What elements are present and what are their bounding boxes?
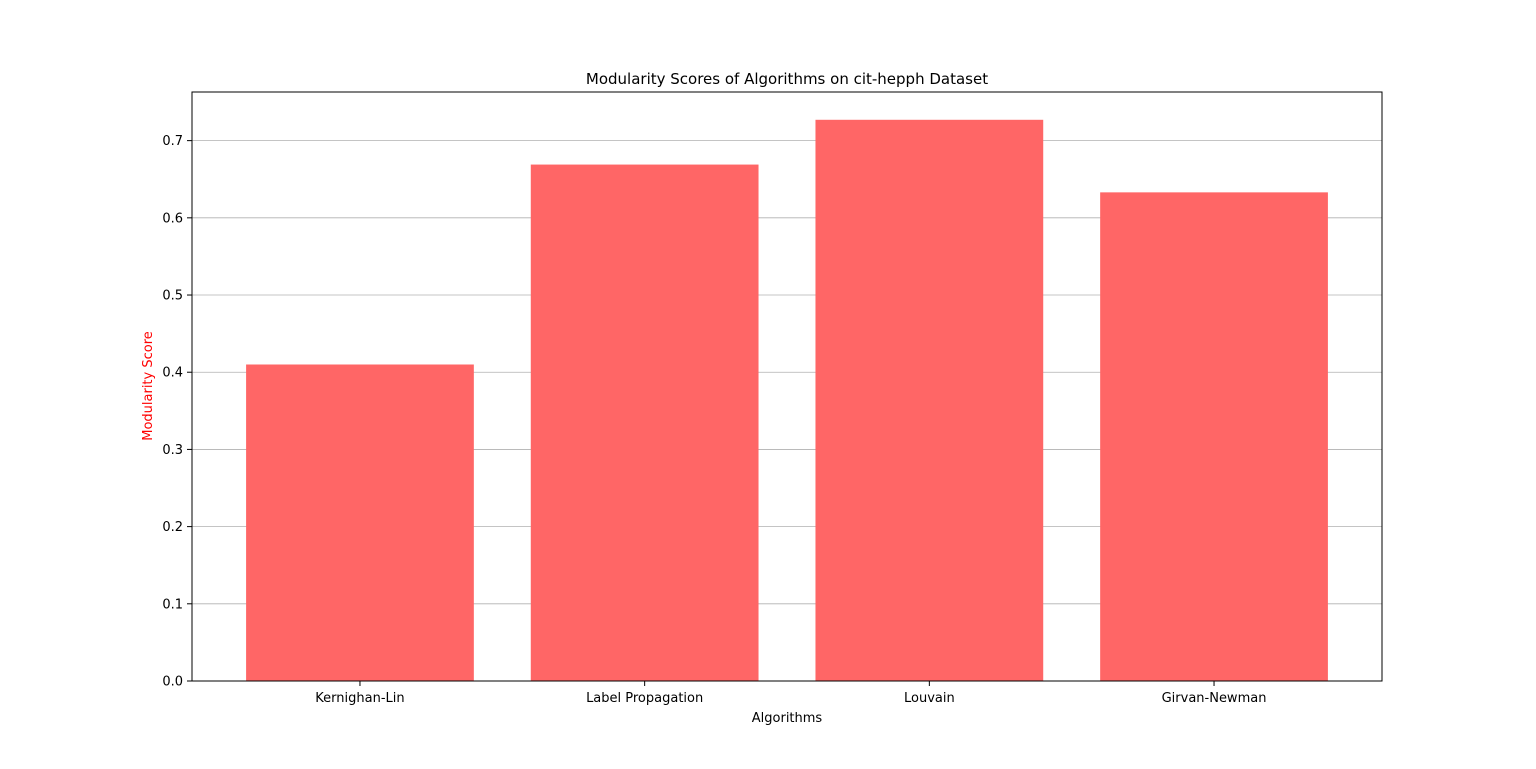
x-axis-label: Algorithms bbox=[752, 711, 823, 726]
y-tick-label: 0.1 bbox=[162, 597, 183, 612]
y-tick-label: 0.2 bbox=[162, 520, 183, 535]
chart-title: Modularity Scores of Algorithms on cit-h… bbox=[586, 70, 988, 88]
x-tick-label: Label Propagation bbox=[586, 691, 703, 706]
y-tick-label: 0.4 bbox=[162, 366, 183, 381]
bar-girvan-newman bbox=[1100, 192, 1328, 681]
y-tick-label: 0.6 bbox=[162, 211, 183, 226]
y-tick-label: 0.3 bbox=[162, 443, 183, 458]
x-tick-label: Girvan-Newman bbox=[1162, 691, 1267, 706]
bar-kernighan-lin bbox=[246, 364, 474, 681]
x-axis-ticks: Kernighan-Lin Label Propagation Louvain Gir… bbox=[315, 681, 1266, 706]
x-tick-label: Kernighan-Lin bbox=[315, 691, 404, 706]
bars bbox=[246, 119, 1328, 682]
bar-louvain bbox=[815, 119, 1044, 682]
y-axis-ticks: 0.0 0.1 0.2 0.3 0.4 0.5 0.6 0.7 bbox=[162, 134, 192, 690]
y-tick-label: 0.0 bbox=[162, 675, 183, 690]
x-tick-label: Louvain bbox=[904, 691, 955, 706]
y-tick-label: 0.5 bbox=[162, 289, 183, 304]
y-tick-label: 0.7 bbox=[162, 134, 183, 149]
bar-label-propagation bbox=[530, 164, 759, 681]
plot-frame bbox=[191, 91, 1383, 682]
y-axis-label: Modularity Score bbox=[141, 331, 156, 441]
